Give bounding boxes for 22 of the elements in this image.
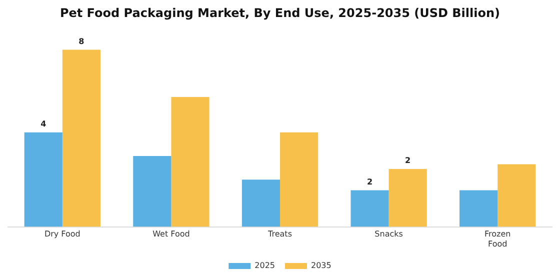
bar [62,50,100,227]
x-tick-label: Snacks [374,230,403,239]
data-label: 4 [40,119,47,128]
bar [388,168,427,227]
legend-label: 2035 [311,261,332,270]
bar [242,180,280,227]
bar [24,132,62,227]
x-tick-label: Dry Food [44,230,80,239]
bar [280,132,318,227]
bar [498,164,536,227]
x-tick-label: Frozen Food [484,230,511,248]
bar [171,97,210,227]
data-label: 2 [405,156,411,166]
chart-title: Pet Food Packaging Market, By End Use, 2025-2035 (USD Billion) [58,5,502,22]
x-tick-label: Wet Food [152,230,190,239]
data-label: 8 [78,36,85,46]
bar [133,156,172,227]
data-label: 2 [366,177,373,186]
x-tick-label: Treats [267,230,292,239]
bar [460,190,498,227]
bar [350,190,389,227]
legend-label: 2025 [254,261,275,270]
